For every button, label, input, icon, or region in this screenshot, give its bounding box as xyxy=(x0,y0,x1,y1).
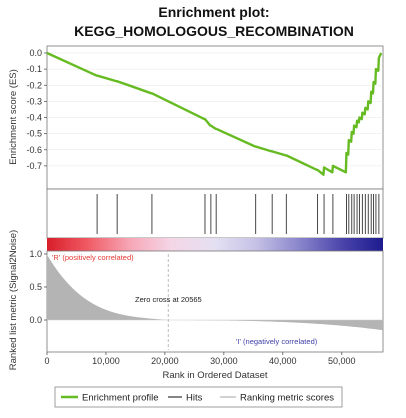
enrichment-panel: 0.0 -0.1 -0.2 -0.3 -0.4 -0.5 -0.6 -0.7 xyxy=(26,45,384,190)
ranked-metric-panel-frame xyxy=(46,250,384,353)
es-tick-label: -0.3 xyxy=(26,96,42,106)
legend-frame xyxy=(54,386,343,408)
x-axis-label: Rank in Ordered Dataset xyxy=(162,370,267,381)
enrichment-profile-line xyxy=(46,51,383,176)
negative-correlation-label: 'I' (negatively correlated) xyxy=(236,337,318,346)
metric-axis-ticks: 1.0 0.5 0.0 xyxy=(29,249,47,325)
metric-tick-label: 0.5 xyxy=(29,282,42,292)
legend: Enrichment profile Hits Ranking metric s… xyxy=(54,386,343,408)
metric-axis-label: Ranked list metric (Signal2Noise) xyxy=(8,230,19,370)
es-axis-ticks: 0.0 -0.1 -0.2 -0.3 -0.4 -0.5 -0.6 -0.7 xyxy=(26,48,47,171)
es-tick-label: -0.2 xyxy=(26,80,42,90)
x-axis-ticks: 0 10,000 20,000 30,000 40,000 50,000 xyxy=(44,352,356,366)
ranked-metric-panel: 1.0 0.5 0.0 'R' (positively correlated) 'I… xyxy=(29,249,384,353)
legend-profile-label: Enrichment profile xyxy=(82,393,159,404)
x-tick-label: 20,000 xyxy=(151,356,179,366)
es-gridlines xyxy=(47,52,383,167)
es-tick-label: 0.0 xyxy=(29,48,42,58)
x-tick-label: 10,000 xyxy=(92,356,120,366)
positive-correlation-label: 'R' (positively correlated) xyxy=(52,253,134,262)
x-tick-label: 0 xyxy=(44,356,49,366)
hit-marks xyxy=(96,194,380,234)
legend-metric-label: Ranking metric scores xyxy=(240,393,334,404)
x-tick-label: 40,000 xyxy=(269,356,297,366)
metric-tick-label: 1.0 xyxy=(29,249,42,259)
hits-panel-frame xyxy=(46,188,384,239)
x-tick-label: 30,000 xyxy=(210,356,238,366)
es-axis-label: Enrichment score (ES) xyxy=(8,69,19,165)
ranking-metric-area xyxy=(47,254,383,331)
es-tick-label: -0.7 xyxy=(26,161,42,171)
hits-panel xyxy=(46,188,384,239)
zero-cross-label: Zero cross at 20565 xyxy=(135,295,202,304)
ranking-color-bar xyxy=(47,238,383,251)
legend-hits-label: Hits xyxy=(186,393,203,404)
metric-tick-label: 0.0 xyxy=(29,315,42,325)
es-tick-label: -0.6 xyxy=(26,145,42,155)
es-tick-label: -0.4 xyxy=(26,113,42,123)
chart-title-line1: Enrichment plot: xyxy=(158,4,269,20)
chart-title-line2: KEGG_HOMOLOGOUS_RECOMBINATION xyxy=(74,23,354,39)
x-tick-label: 50,000 xyxy=(328,356,356,366)
es-tick-label: -0.5 xyxy=(26,129,42,139)
es-tick-label: -0.1 xyxy=(26,64,42,74)
